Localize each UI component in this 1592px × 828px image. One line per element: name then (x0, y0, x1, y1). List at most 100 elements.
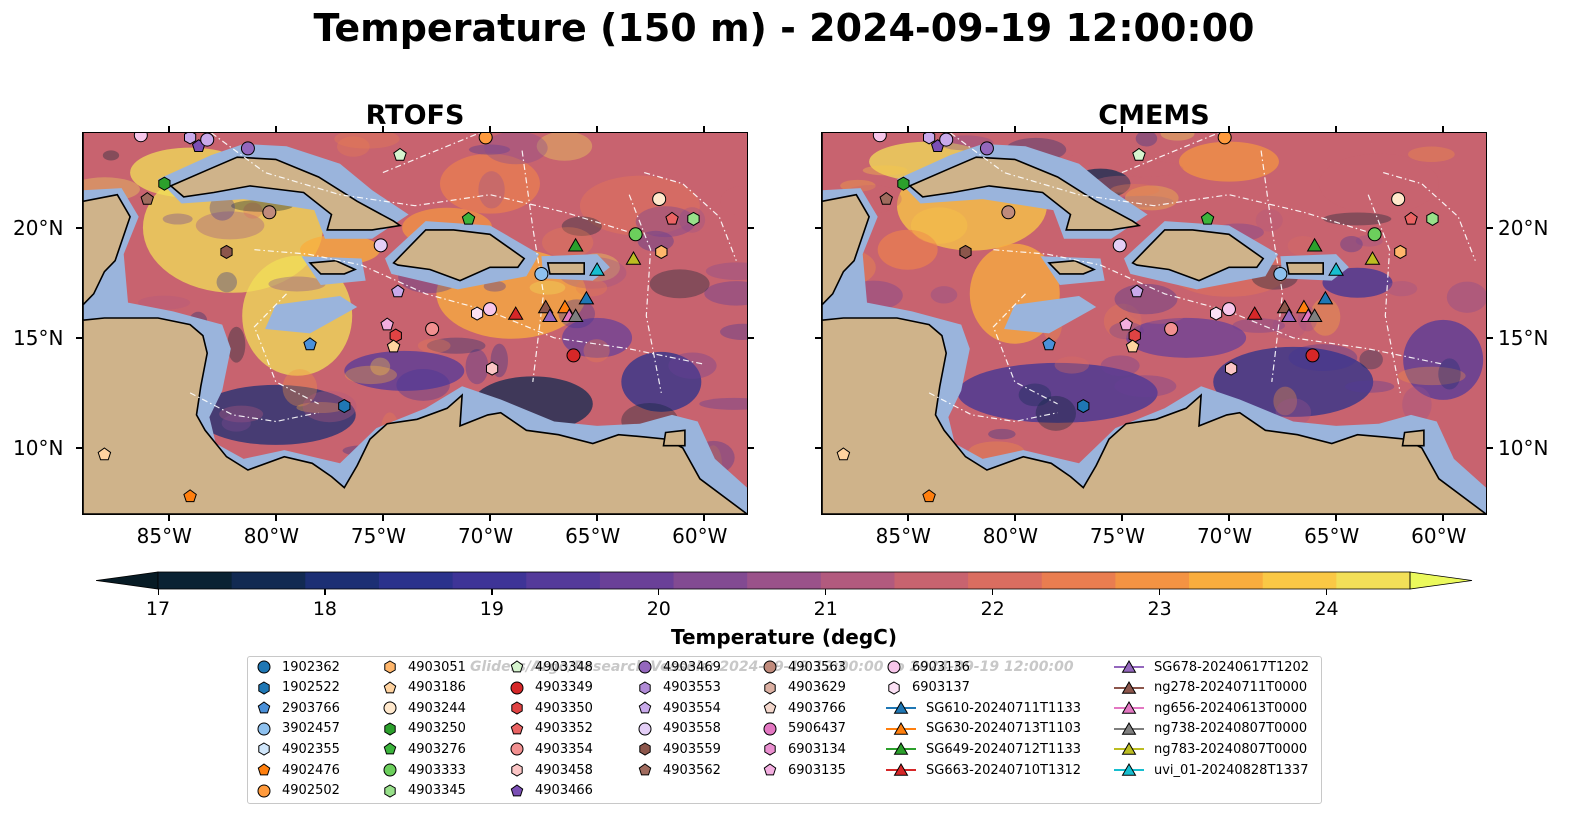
lon-tick (167, 514, 170, 521)
map-marker (1317, 290, 1334, 305)
legend-label: 6903136 (912, 659, 970, 675)
legend-item: 4903469 (637, 659, 721, 675)
legend-item: ng278-20240711T0000 (1114, 680, 1307, 696)
legend-marker (384, 660, 396, 674)
legend-label: 4903276 (408, 741, 466, 757)
map-marker (652, 192, 667, 207)
legend-label: 1902522 (282, 680, 340, 696)
legend-item: 4903348 (509, 659, 593, 675)
map-marker (665, 211, 679, 225)
legend-label: ng738-20240807T0000 (1154, 721, 1308, 737)
legend-marker-icon (384, 722, 396, 736)
colorbar-segment (526, 572, 601, 589)
legend-label: 4903350 (535, 700, 593, 716)
legend-marker-icon (511, 763, 523, 777)
map-marker (1273, 266, 1288, 281)
map-marker (380, 317, 394, 331)
map-marker (567, 308, 584, 322)
legend-label: SG630-20240713T1103 (926, 721, 1082, 737)
map-marker (1130, 284, 1144, 298)
map-marker (240, 141, 255, 156)
lon-tick (1335, 514, 1338, 521)
legend-item: 4903563 (762, 659, 846, 675)
legend-marker-icon (257, 763, 271, 776)
legend-marker-icon (886, 701, 916, 714)
lon-tick-label: 85°W (875, 524, 931, 548)
map-marker (391, 284, 405, 298)
colorbar-tick (491, 589, 493, 595)
legend-marker-icon (763, 763, 777, 776)
lon-tick (1227, 514, 1230, 521)
legend-item: SG610-20240711T1133 (886, 700, 1081, 716)
lon-tick-label: 60°W (1411, 524, 1467, 548)
map-marker (589, 262, 605, 276)
legend-marker-icon (511, 701, 523, 715)
map-marker (97, 447, 112, 461)
legend-marker (257, 763, 271, 776)
lon-tick-label: 65°W (565, 524, 621, 548)
legend-marker (887, 660, 901, 674)
map-marker (1132, 147, 1146, 161)
map-marker (1217, 133, 1232, 145)
colorbar (96, 571, 1473, 590)
legend-marker (893, 701, 909, 714)
legend-label: 4903766 (788, 700, 846, 716)
legend-marker-icon (763, 701, 777, 714)
legend-marker-icon (510, 681, 524, 695)
legend-item: 4903553 (637, 680, 721, 696)
legend-marker (383, 763, 397, 777)
legend-marker-icon (257, 722, 271, 736)
lon-tick (488, 126, 491, 133)
legend-marker (763, 701, 777, 714)
lat-tick (747, 226, 754, 229)
legend-label: uvi_01-20240828T1337 (1154, 762, 1309, 778)
map-marker (158, 176, 171, 191)
legend-label: 4903354 (535, 741, 593, 757)
legend-item: 4903629 (762, 680, 846, 696)
colorbar-title: Temperature (degC) (671, 625, 897, 649)
map-panel-rtofs (83, 133, 747, 514)
legend-label: SG649-20240712T1133 (926, 741, 1082, 757)
lon-tick (381, 126, 384, 133)
legend-marker-icon (510, 783, 524, 796)
lon-tick (1120, 514, 1123, 521)
legend-marker-icon (1114, 742, 1144, 756)
legend-marker-icon (257, 784, 271, 798)
legend-item: 1902362 (256, 659, 340, 675)
map-marker (183, 489, 197, 503)
map-marker (542, 308, 558, 322)
legend-item: SG663-20240710T1312 (886, 762, 1081, 778)
legend-marker-icon (383, 701, 397, 715)
lon-tick (1013, 514, 1016, 521)
colorbar-segment (158, 572, 233, 589)
panel-title-cmems: CMEMS (1098, 100, 1210, 131)
legend-marker (1121, 660, 1137, 673)
map-marker (922, 489, 936, 503)
legend-label: 5906437 (788, 721, 846, 737)
map-marker (140, 191, 154, 205)
legend-label: 4903466 (535, 783, 593, 799)
map-marker (1164, 322, 1179, 337)
lon-tick (381, 514, 384, 521)
legend-item: SG630-20240713T1103 (886, 721, 1081, 737)
legend-item: 4903354 (509, 741, 593, 757)
legend-marker (257, 784, 271, 798)
colorbar-segment (1336, 572, 1411, 589)
map-marker (566, 348, 581, 363)
map-marker (879, 191, 893, 205)
lon-tick (906, 514, 909, 521)
lon-tick-label: 75°W (350, 524, 407, 548)
legend-item: 4903458 (509, 762, 593, 778)
map-marker (1210, 306, 1223, 321)
map-marker (1328, 262, 1344, 276)
legend-item: ng783-20240807T0000 (1114, 741, 1307, 757)
lon-tick (1120, 126, 1123, 133)
legend-marker (638, 763, 652, 776)
map-marker (897, 176, 910, 191)
lon-tick-label: 80°W (243, 524, 299, 548)
legend-item: 4903562 (637, 762, 721, 778)
colorbar-segment (894, 572, 969, 589)
legend-item: 6903136 (886, 659, 970, 675)
colorbar-under-extend (96, 571, 159, 590)
legend-marker-icon (888, 681, 900, 695)
